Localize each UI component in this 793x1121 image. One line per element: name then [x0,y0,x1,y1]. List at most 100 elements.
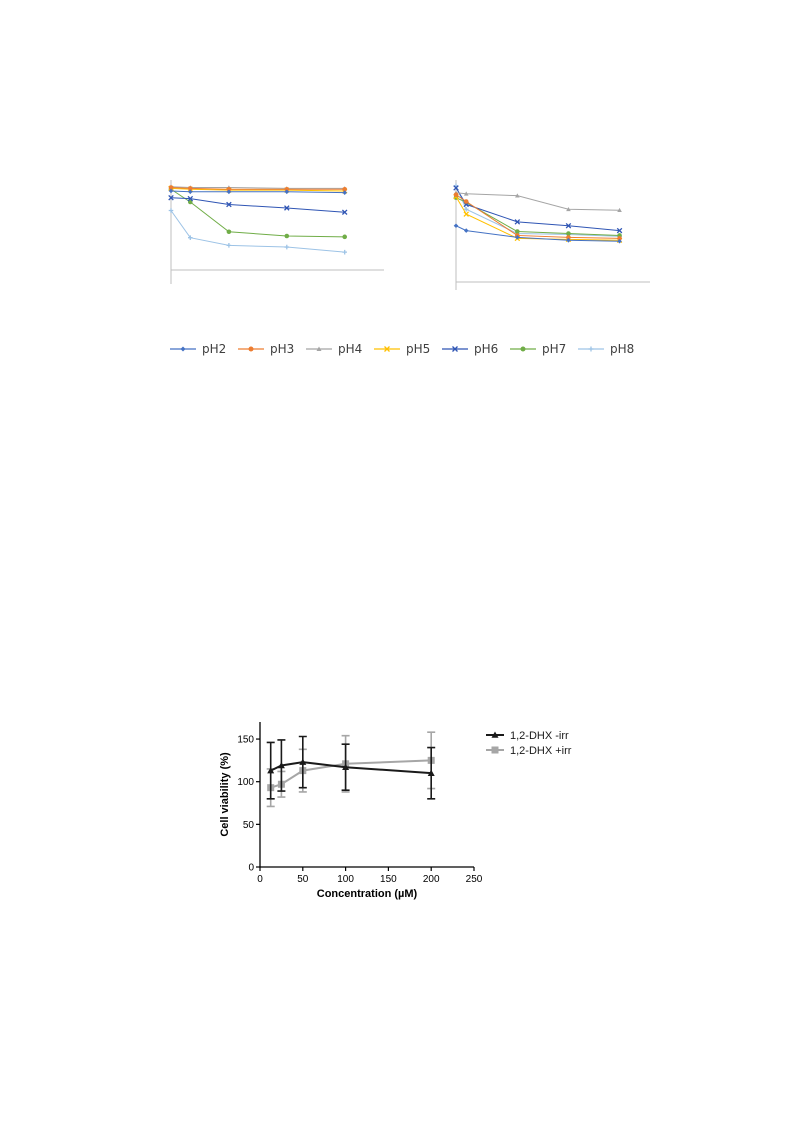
legend-label: pH3 [270,342,295,356]
series-line-ph7 [170,188,345,238]
data-point-ph6 [616,227,623,234]
y-axis-label: Cell viability (%) [219,752,231,837]
legend-swatch-icon [578,346,604,352]
data-point-ph6 [453,185,459,191]
legend-item-ph4: pH4 [306,340,362,358]
legend-label: pH4 [338,342,363,356]
data-point-ph6 [565,222,572,229]
data-point-ph7 [515,229,520,234]
legend-label: pH2 [202,342,227,356]
legend-marker [491,731,499,738]
data-point-ph5 [463,211,469,217]
series-line-1-2-dhx-irr [270,759,432,789]
legend-item: 1,2-DHX +irr [486,745,572,757]
data-point-ph8 [168,208,174,213]
data-point-ph6 [341,209,348,215]
data-point-ph8 [188,235,193,240]
legend-marker [588,346,594,352]
data-point-ph3 [342,186,347,192]
data-point-ph2 [168,188,174,194]
data-point-ph8 [342,249,347,255]
data-point-ph7 [284,233,290,239]
data-point-ph3 [284,186,290,192]
data-point-ph2 [342,190,347,195]
series-line-ph2 [170,190,345,194]
legend-marker [180,346,186,352]
data-point-ph7 [566,231,571,236]
data-point-1-2-dhx-irr [342,763,350,771]
data-point-ph4 [566,206,571,212]
legend-marker [491,746,499,754]
legend-swatch-icon [238,346,264,352]
legend-swatch-icon [306,346,332,351]
x-tick-label: 200 [423,874,440,885]
legend-item-ph8: pH8 [578,340,634,358]
data-point-ph3 [453,192,459,197]
data-point-1-2-dhx-irr [267,767,275,774]
legend-swatch-icon [442,346,468,352]
legend-label: 1,2-DHX +irr [510,745,572,757]
legend-swatch-icon [374,346,400,352]
data-point-ph7 [342,234,347,240]
axis-lines [170,180,384,284]
data-point-1-2-dhx-irr [277,762,285,769]
cell-viability-chart: 0 50 100 150 200 250 0 50 100 150 Concentration (µ… [219,722,572,900]
data-point-ph6 [187,195,194,202]
data-point-ph3 [226,186,232,192]
legend-item-ph5: pH5 [374,340,430,358]
legend-marker [452,346,458,352]
legend-item-ph3: pH3 [238,340,294,358]
legend-item: 1,2-DHX -irr [486,730,569,742]
legend-marker [520,346,526,352]
data-point-ph3 [188,186,193,191]
data-point-ph6 [514,219,521,225]
ph-legend: pH2 pH3 pH4 pH5 pH6 pH7 pH8 [170,340,650,358]
data-point-ph8 [284,244,290,250]
series-line-ph4 [455,192,620,211]
x-axis-label: Concentration (µM) [317,888,418,900]
x-tick-label: 150 [380,874,397,885]
legend-item-ph7: pH7 [510,340,566,358]
data-point-1-2-dhx-irr [299,758,307,765]
x-tick-label: 0 [257,874,263,885]
data-point-ph6 [226,201,232,208]
legend-item-ph2: pH2 [170,340,226,358]
data-point-ph7 [188,199,193,205]
x-tick-label: 100 [337,874,354,885]
data-point-ph8 [226,243,232,248]
legend-marker [248,346,254,352]
data-point-ph6 [284,205,290,211]
data-point-ph6 [168,194,174,201]
data-point-ph8 [463,206,469,212]
legend-label: 1,2-DHX -irr [510,730,569,742]
data-point-ph3 [463,199,469,204]
x-tick-label: 250 [466,874,483,885]
y-tick-label: 0 [248,863,254,874]
legend-item-ph6: pH6 [442,340,498,358]
data-point-ph3 [617,236,622,241]
axis-lines [259,722,474,868]
data-point-ph4 [617,207,622,213]
y-tick-label: 50 [243,820,255,831]
data-point-1-2-dhx-irr [427,769,435,776]
ph-stability-chart-left [168,180,384,284]
data-point-ph7 [226,229,232,235]
legend-swatch-icon [510,346,536,352]
data-point-ph2 [463,228,469,233]
y-tick-label: 100 [237,777,254,788]
ph-stability-chart-right [453,180,650,290]
legend-marker [316,346,322,351]
data-point-ph3 [566,235,571,240]
series-line-ph8 [170,210,345,253]
data-point-ph4 [515,193,520,198]
data-point-ph2 [515,235,520,240]
legend-label: pH8 [610,342,635,356]
data-point-ph2 [453,223,459,229]
legend-label: pH5 [406,342,431,356]
y-tick-label: 150 [237,735,254,746]
data-point-ph4 [463,191,469,196]
legend-swatch-icon [170,346,196,352]
series-line-ph6 [170,197,345,213]
data-point-ph3 [168,185,174,190]
legend-marker [384,346,390,352]
